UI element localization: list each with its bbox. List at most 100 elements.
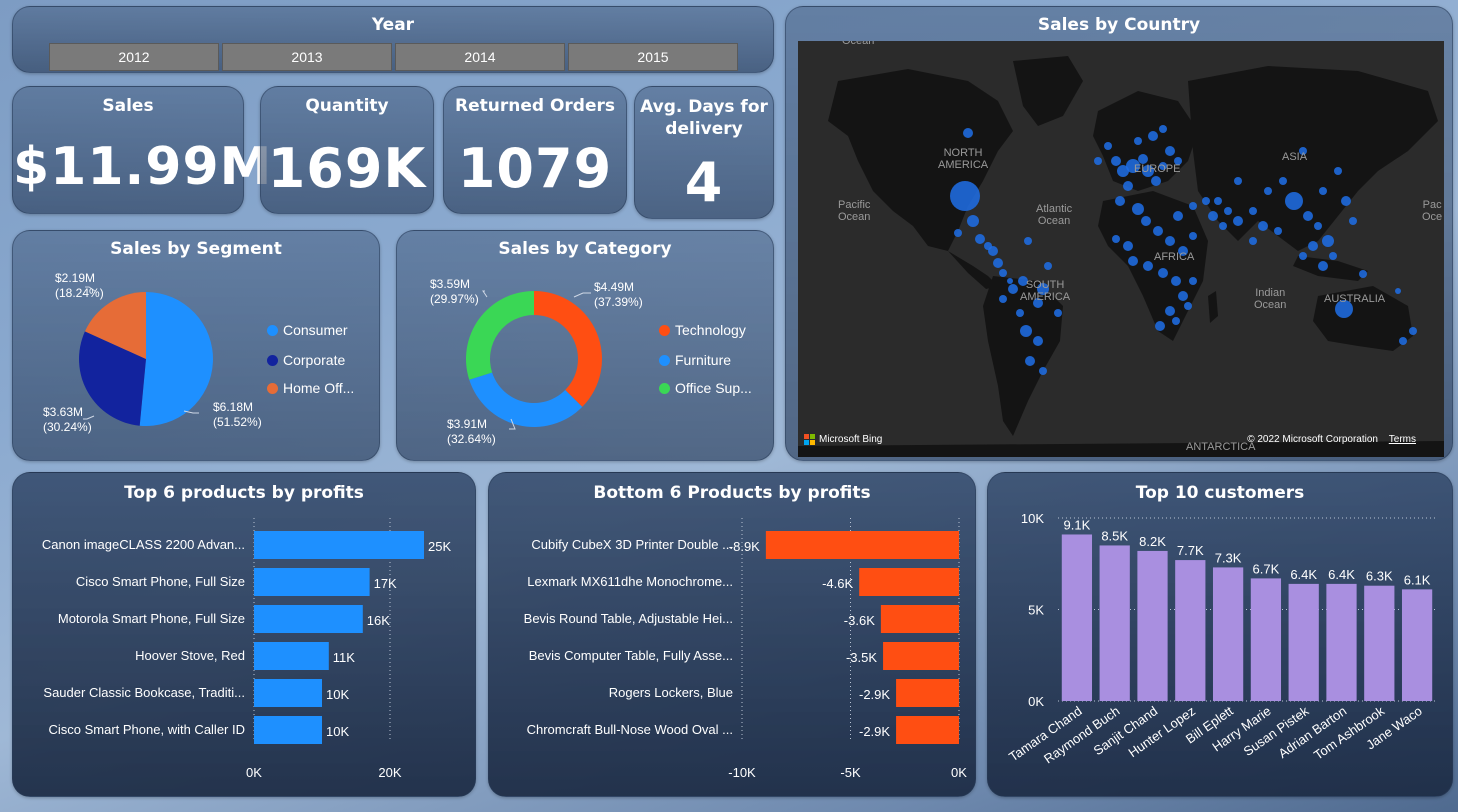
segment-legend-home[interactable]: Home Off... xyxy=(267,380,354,396)
bar[interactable] xyxy=(254,531,424,559)
map-bubble[interactable] xyxy=(999,295,1007,303)
map-bubble[interactable] xyxy=(1024,237,1032,245)
map-bubble[interactable] xyxy=(1132,203,1144,215)
map-bubble[interactable] xyxy=(975,234,985,244)
map-bubble[interactable] xyxy=(1165,236,1175,246)
map-bubble[interactable] xyxy=(1274,227,1282,235)
map-bubble[interactable] xyxy=(1141,216,1151,226)
customer-bar[interactable] xyxy=(1326,583,1357,701)
map-bubble[interactable] xyxy=(1335,300,1353,318)
map-bubble[interactable] xyxy=(1299,147,1307,155)
map-bubble[interactable] xyxy=(1159,162,1167,170)
year-button-2013[interactable]: 2013 xyxy=(222,43,392,71)
map-bubble[interactable] xyxy=(1233,216,1243,226)
map-bubble[interactable] xyxy=(1126,159,1140,173)
map-bubble[interactable] xyxy=(1165,146,1175,156)
category-legend-office[interactable]: Office Sup... xyxy=(659,380,752,396)
map-bubble[interactable] xyxy=(1008,284,1018,294)
bar[interactable] xyxy=(896,679,959,707)
map-bubble[interactable] xyxy=(1189,232,1197,240)
map-bubble[interactable] xyxy=(1172,317,1180,325)
bar[interactable] xyxy=(254,679,322,707)
bar[interactable] xyxy=(880,605,959,633)
map-bubble[interactable] xyxy=(1202,197,1210,205)
map-bubble[interactable] xyxy=(1007,278,1013,284)
map-bubble[interactable] xyxy=(1399,337,1407,345)
map-bubble[interactable] xyxy=(1123,241,1133,251)
customer-bar[interactable] xyxy=(1175,560,1206,701)
segment-slice-home-office[interactable] xyxy=(84,292,146,359)
map-bubble[interactable] xyxy=(1025,356,1035,366)
map-bubble[interactable] xyxy=(1308,241,1318,251)
map-bubble[interactable] xyxy=(1033,298,1043,308)
category-slice-furniture[interactable] xyxy=(469,372,583,427)
map-bubble[interactable] xyxy=(1349,217,1357,225)
map-bubble[interactable] xyxy=(1264,187,1272,195)
bar[interactable] xyxy=(859,568,959,596)
map-bubble[interactable] xyxy=(1148,131,1158,141)
map-bubble[interactable] xyxy=(1395,288,1401,294)
map-bubble[interactable] xyxy=(1189,277,1197,285)
map-bubble[interactable] xyxy=(950,181,980,211)
bar[interactable] xyxy=(896,716,959,744)
map-bubble[interactable] xyxy=(1189,202,1197,210)
map-bubble[interactable] xyxy=(1303,211,1313,221)
map-bubble[interactable] xyxy=(1279,177,1287,185)
map-bubble[interactable] xyxy=(1258,221,1268,231)
customer-bar[interactable] xyxy=(1099,545,1130,701)
map-bubble[interactable] xyxy=(999,269,1007,277)
map-bubble[interactable] xyxy=(1115,196,1125,206)
customer-bar[interactable] xyxy=(1288,583,1319,701)
segment-legend-corporate[interactable]: Corporate xyxy=(267,352,345,368)
year-button-2015[interactable]: 2015 xyxy=(568,43,738,71)
customer-bar[interactable] xyxy=(1250,578,1282,701)
map-bubble[interactable] xyxy=(1044,262,1052,270)
terms-link[interactable]: Terms xyxy=(1388,434,1416,445)
customer-bar[interactable] xyxy=(1061,534,1093,701)
map-bubble[interactable] xyxy=(1158,268,1168,278)
year-button-2014[interactable]: 2014 xyxy=(395,43,565,71)
map-bubble[interactable] xyxy=(1359,270,1367,278)
map-bubble[interactable] xyxy=(1155,321,1165,331)
map-bubble[interactable] xyxy=(1318,261,1328,271)
map-bubble[interactable] xyxy=(1322,235,1334,247)
category-slice-office-supplies[interactable] xyxy=(466,291,534,380)
segment-legend-consumer[interactable]: Consumer xyxy=(267,322,348,338)
map-bubble[interactable] xyxy=(1054,309,1062,317)
map-bubble[interactable] xyxy=(1134,137,1142,145)
category-slice-technology[interactable] xyxy=(534,291,602,407)
map-bubble[interactable] xyxy=(1128,256,1138,266)
map-bubble[interactable] xyxy=(1334,167,1342,175)
bar[interactable] xyxy=(254,716,322,744)
map-bubble[interactable] xyxy=(963,128,973,138)
map-bubble[interactable] xyxy=(1174,157,1182,165)
map-bubble[interactable] xyxy=(1219,222,1227,230)
customer-bar[interactable] xyxy=(1401,589,1433,701)
map-bubble[interactable] xyxy=(1138,154,1148,164)
map-bubble[interactable] xyxy=(1033,336,1043,346)
customer-bar[interactable] xyxy=(1137,550,1168,701)
map-bubble[interactable] xyxy=(1234,177,1242,185)
customer-bar[interactable] xyxy=(1364,585,1395,701)
world-map[interactable]: Ocean NORTH AMERICA Pacific Ocean Atlant… xyxy=(798,41,1444,457)
bar[interactable] xyxy=(765,531,959,559)
map-bubble[interactable] xyxy=(1016,309,1024,317)
map-bubble[interactable] xyxy=(954,229,962,237)
map-bubble[interactable] xyxy=(1314,222,1322,230)
bar[interactable] xyxy=(254,605,363,633)
bar[interactable] xyxy=(254,642,329,670)
map-bubble[interactable] xyxy=(1208,211,1218,221)
map-bubble[interactable] xyxy=(1285,192,1303,210)
map-bubble[interactable] xyxy=(988,246,998,256)
map-bubble[interactable] xyxy=(1214,197,1222,205)
category-legend-furniture[interactable]: Furniture xyxy=(659,352,731,368)
map-bubble[interactable] xyxy=(1171,276,1181,286)
map-bubble[interactable] xyxy=(1159,125,1167,133)
map-bubble[interactable] xyxy=(1173,211,1183,221)
year-button-2012[interactable]: 2012 xyxy=(49,43,219,71)
map-bubble[interactable] xyxy=(1409,327,1417,335)
map-bubble[interactable] xyxy=(1018,276,1028,286)
map-bubble[interactable] xyxy=(1020,325,1032,337)
map-bubble[interactable] xyxy=(1224,207,1232,215)
category-legend-technology[interactable]: Technology xyxy=(659,322,746,338)
